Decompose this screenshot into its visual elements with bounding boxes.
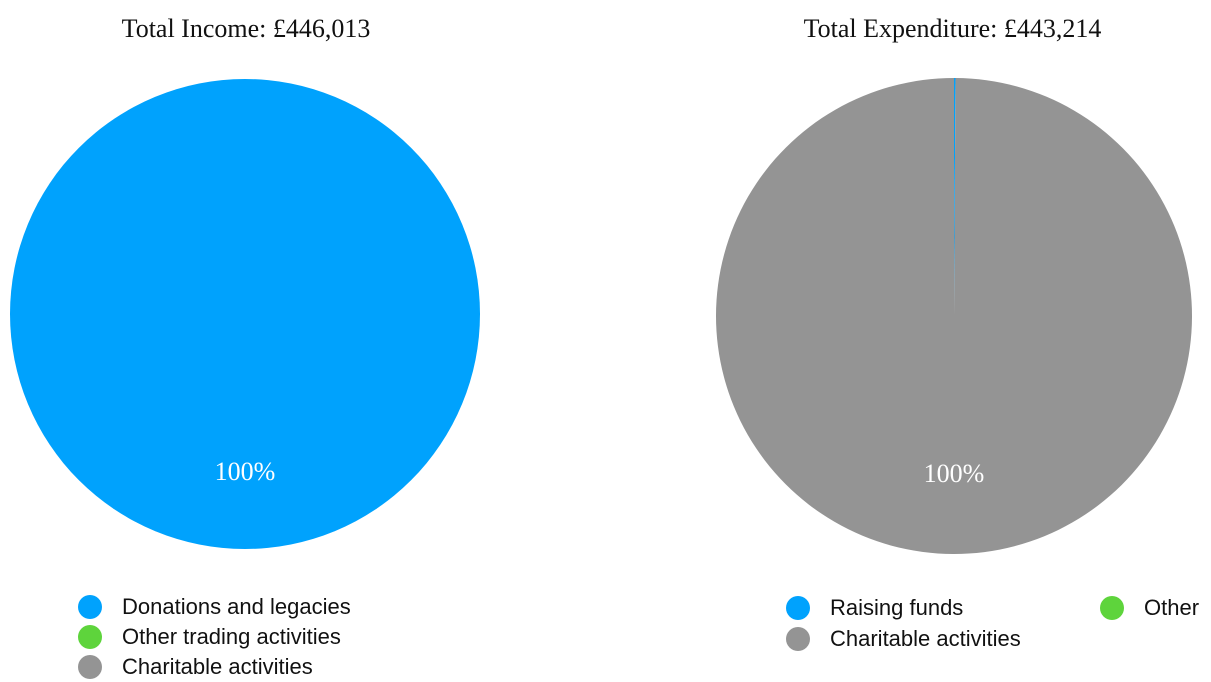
legend-item-charitable[interactable]: Charitable activities <box>78 652 313 682</box>
legend-item-raising-funds[interactable]: Raising funds <box>786 593 963 623</box>
legend-swatch-other <box>1100 596 1124 620</box>
legend-swatch-donations <box>78 595 102 619</box>
expenditure-chart: Total Expenditure: £443,214 100% Raising… <box>600 0 1211 682</box>
legend-label: Other trading activities <box>122 624 341 650</box>
legend-item-other-trading[interactable]: Other trading activities <box>78 622 341 652</box>
pie-data-label: 100% <box>924 459 985 488</box>
legend-label: Charitable activities <box>122 654 313 680</box>
legend-swatch-other-trading <box>78 625 102 649</box>
legend-item-other[interactable]: Other <box>1100 593 1199 623</box>
legend-label: Raising funds <box>830 595 963 621</box>
pie-data-label: 100% <box>215 457 276 486</box>
legend-item-charitable-activities[interactable]: Charitable activities <box>786 624 1021 654</box>
legend-label: Other <box>1144 595 1199 621</box>
legend-label: Donations and legacies <box>122 594 351 620</box>
legend-swatch-charitable <box>78 655 102 679</box>
legend-label: Charitable activities <box>830 626 1021 652</box>
income-chart: Total Income: £446,013 100% Donations an… <box>0 0 600 682</box>
legend-swatch-raising-funds <box>786 596 810 620</box>
income-pie: 100% <box>0 0 600 682</box>
legend-item-donations[interactable]: Donations and legacies <box>78 592 351 622</box>
legend-swatch-charitable-activities <box>786 627 810 651</box>
expenditure-pie: 100% <box>600 0 1211 682</box>
